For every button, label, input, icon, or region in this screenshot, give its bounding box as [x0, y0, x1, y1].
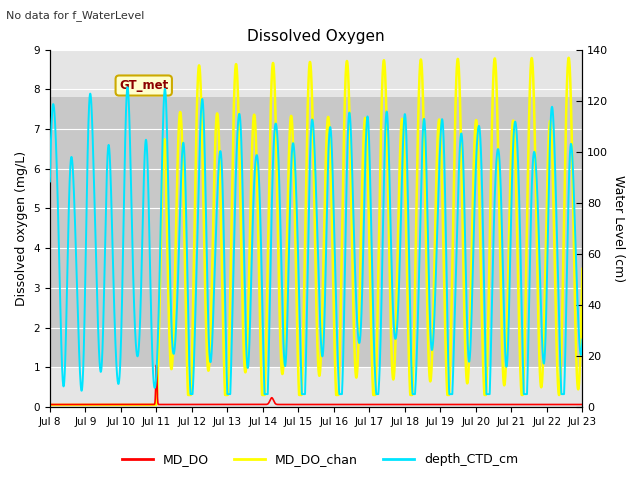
Text: GT_met: GT_met	[119, 79, 168, 92]
Legend: MD_DO, MD_DO_chan, depth_CTD_cm: MD_DO, MD_DO_chan, depth_CTD_cm	[116, 448, 524, 471]
Title: Dissolved Oxygen: Dissolved Oxygen	[247, 29, 385, 44]
Y-axis label: Water Level (cm): Water Level (cm)	[612, 175, 625, 282]
Bar	[50, 97, 582, 367]
Y-axis label: Dissolved oxygen (mg/L): Dissolved oxygen (mg/L)	[15, 151, 28, 306]
Text: No data for f_WaterLevel: No data for f_WaterLevel	[6, 10, 145, 21]
